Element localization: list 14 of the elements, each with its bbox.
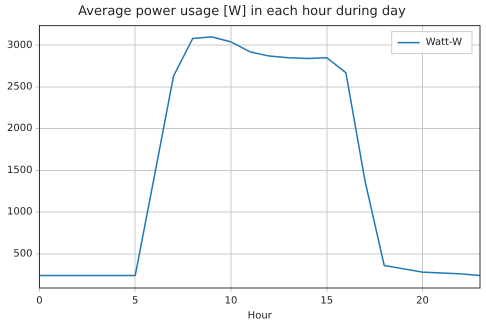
y-tick-label: 2500 <box>6 82 32 93</box>
x-tick-label: 5 <box>132 296 138 307</box>
legend-label: Watt-W <box>426 37 462 48</box>
y-tick-label: 3000 <box>6 40 32 51</box>
x-tick-label: 0 <box>36 296 43 307</box>
x-tick-label: 20 <box>416 296 429 307</box>
y-tick-label: 1000 <box>6 206 32 218</box>
x-axis-title: Hour <box>248 310 273 322</box>
chart-title: Average power usage [W] in each hour during day <box>78 4 406 20</box>
y-tick-label: 1500 <box>6 164 32 176</box>
x-tick-label: 10 <box>224 296 238 307</box>
y-tick-label: 500 <box>13 248 32 260</box>
x-tick-label: 15 <box>320 296 334 307</box>
y-tick-label: 2000 <box>6 123 32 134</box>
